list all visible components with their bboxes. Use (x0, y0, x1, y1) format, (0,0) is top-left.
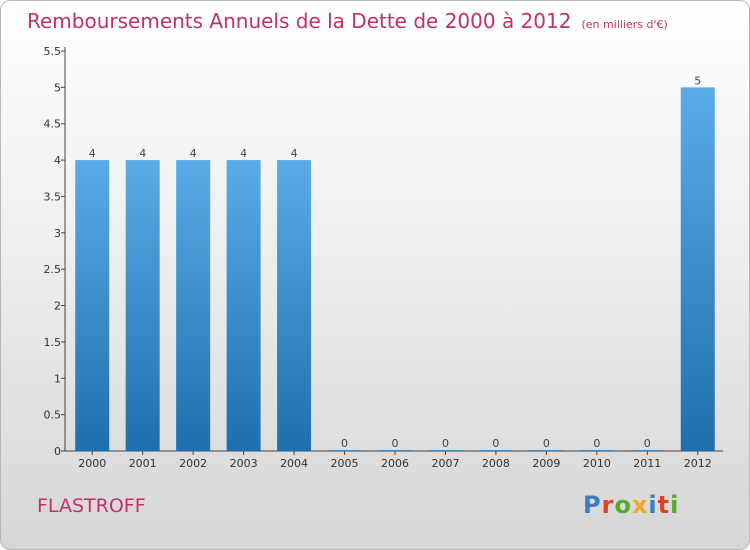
x-tick-label-2004: 2004 (280, 457, 308, 470)
bar-2009 (529, 450, 564, 451)
commune-name: FLASTROFF (37, 495, 146, 517)
bars (75, 87, 715, 451)
y-tick-label: 1.5 (44, 336, 62, 349)
y-tick-label: 5.5 (44, 45, 62, 58)
y-tick-label: 2.5 (44, 263, 62, 276)
y-tick-label: 1 (54, 372, 61, 385)
bar-2007 (428, 450, 463, 451)
bar-2012 (680, 87, 715, 451)
x-tick-label-2012: 2012 (684, 457, 712, 470)
axes: 0 0.5 1 1.5 2 2.5 3 3.5 4 4.5 5 5.5 2000 2001 2002 2003… (44, 45, 723, 470)
y-tick-label: 5 (54, 81, 61, 94)
data-labels: 4 4 4 4 4 0 0 0 0 0 0 0 5 (89, 74, 702, 450)
logo-letter: i (648, 491, 658, 519)
logo-letter: P (583, 491, 602, 519)
y-tick-label: 0 (54, 445, 61, 458)
data-label-2001: 4 (139, 147, 146, 160)
y-tick-label: 4 (54, 154, 61, 167)
x-tick-label-2002: 2002 (179, 457, 207, 470)
chart-title: Remboursements Annuels de la Dette de 20… (27, 9, 668, 33)
bar-2002 (176, 160, 211, 451)
data-label-2007: 0 (442, 437, 449, 450)
bar-2004 (277, 160, 312, 451)
x-tick-label-2000: 2000 (78, 457, 106, 470)
chart-subtitle: (en milliers d'€) (581, 18, 668, 31)
bar-2011 (630, 450, 665, 451)
bar-2003 (226, 160, 261, 451)
logo-letter: o (614, 491, 632, 519)
data-label-2003: 4 (240, 147, 247, 160)
x-tick-label-2008: 2008 (482, 457, 510, 470)
logo-letter: i (670, 491, 680, 519)
logo-letter: x (631, 491, 649, 519)
bar-2005 (327, 450, 362, 451)
x-tick-label-2007: 2007 (431, 457, 459, 470)
x-tick-label-2001: 2001 (129, 457, 157, 470)
logo-letter: r (601, 491, 615, 519)
bar-2006 (378, 450, 412, 451)
x-tick-label-2009: 2009 (532, 457, 560, 470)
bar-2010 (579, 450, 614, 451)
x-tick-label-2011: 2011 (633, 457, 661, 470)
y-tick-label: 3 (54, 227, 61, 240)
y-tick-label: 4.5 (44, 118, 62, 131)
chart-title-text: Remboursements Annuels de la Dette de 20… (27, 9, 572, 33)
x-tick-label-2010: 2010 (583, 457, 611, 470)
data-label-2009: 0 (543, 437, 550, 450)
x-tick-label-2006: 2006 (381, 457, 409, 470)
data-label-2012: 5 (694, 74, 701, 87)
bar-2001 (125, 160, 160, 451)
x-tick-label-2005: 2005 (331, 457, 359, 470)
bar-2000 (75, 160, 110, 451)
proxiti-logo: Proxiti (583, 491, 679, 519)
data-label-2006: 0 (392, 437, 399, 450)
data-label-2010: 0 (593, 437, 600, 450)
y-tick-label: 0.5 (44, 409, 62, 422)
logo-letter: t (657, 491, 671, 519)
data-label-2004: 4 (291, 147, 298, 160)
data-label-2011: 0 (644, 437, 651, 450)
data-label-2005: 0 (341, 437, 348, 450)
data-label-2002: 4 (190, 147, 197, 160)
bar-2008 (478, 450, 513, 451)
y-tick-label: 3.5 (44, 190, 62, 203)
data-label-2000: 4 (89, 147, 96, 160)
x-tick-label-2003: 2003 (230, 457, 258, 470)
y-tick-label: 2 (54, 300, 61, 313)
data-label-2008: 0 (492, 437, 499, 450)
